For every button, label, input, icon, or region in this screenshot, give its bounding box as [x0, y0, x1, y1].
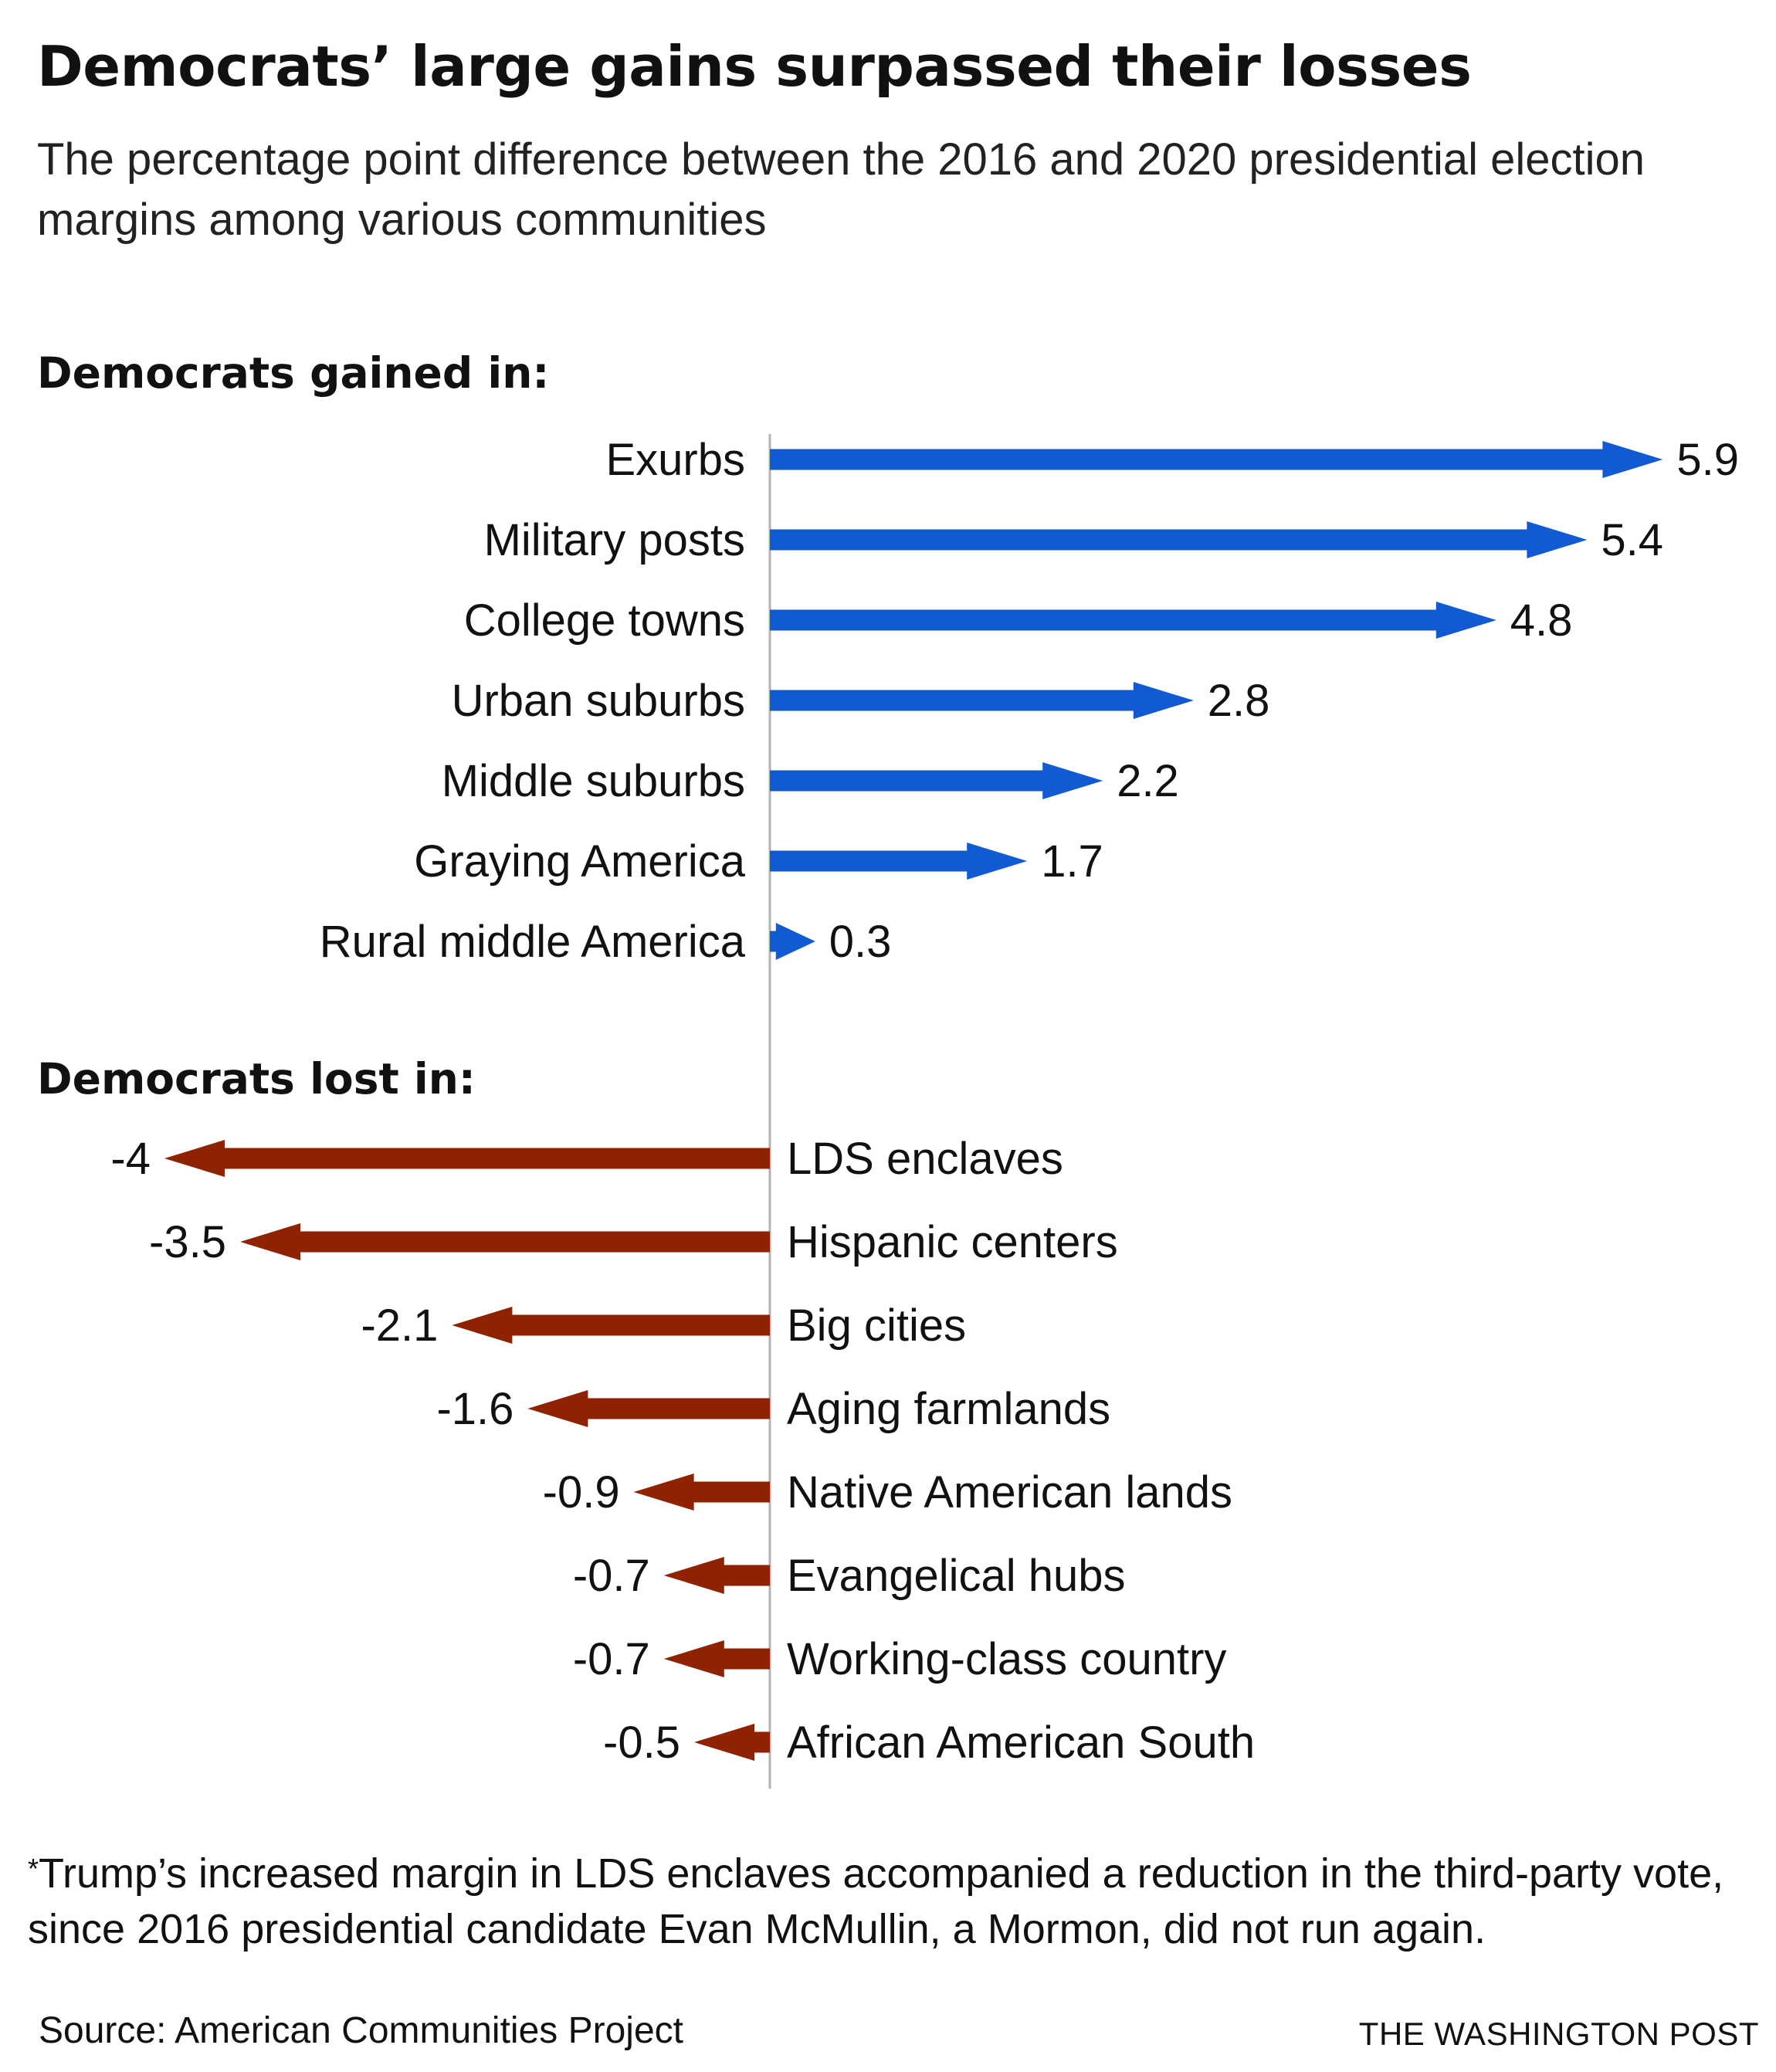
diverging-arrow-chart: Exurbs 5.9 Military posts 5.4 College towns 4…	[110, 434, 1739, 1789]
source-note: Source: American Communities Project	[39, 2010, 683, 2051]
loss-value-label-3: -1.6	[436, 1384, 513, 1434]
gain-category-label-1: Military posts	[484, 515, 745, 565]
gain-category-label-6: Rural middle America	[320, 917, 746, 967]
loss-arrow-0	[164, 1140, 770, 1177]
gain-arrow-2	[770, 602, 1496, 639]
loss-value-label-7: -0.5	[603, 1718, 680, 1768]
publisher-credit: THE WASHINGTON POST	[1358, 2016, 1759, 2052]
gain-arrow-6	[770, 923, 815, 960]
gain-category-label-0: Exurbs	[605, 435, 745, 485]
gain-arrow-1	[770, 521, 1588, 558]
gain-category-label-2: College towns	[464, 595, 745, 646]
section-heading-gained: Democrats gained in:	[37, 348, 550, 398]
loss-category-label-3: Aging farmlands	[787, 1384, 1110, 1434]
gain-category-label-4: Middle suburbs	[442, 756, 745, 806]
gain-arrow-4	[770, 762, 1103, 799]
loss-arrow-3	[527, 1390, 770, 1427]
loss-value-label-5: -0.7	[573, 1551, 650, 1601]
loss-value-label-4: -0.9	[543, 1467, 620, 1518]
gain-value-label-4: 2.2	[1117, 756, 1179, 806]
loss-value-label-0: -4	[110, 1134, 151, 1184]
gain-value-label-2: 4.8	[1510, 595, 1573, 646]
footnote: *Trump’s increased margin in LDS enclave…	[28, 1846, 1742, 1957]
chart-subtitle: The percentage point difference between …	[37, 134, 1646, 245]
loss-arrow-1	[240, 1223, 770, 1260]
loss-category-label-5: Evangelical hubs	[787, 1551, 1126, 1601]
gain-arrow-0	[770, 441, 1663, 478]
gain-arrow-3	[770, 682, 1194, 719]
gain-category-label-5: Graying America	[414, 836, 745, 887]
loss-value-label-1: -3.5	[149, 1217, 226, 1267]
chart-title: Democrats’ large gains surpassed their l…	[37, 34, 1472, 99]
gain-value-label-6: 0.3	[829, 917, 892, 967]
gain-arrow-5	[770, 843, 1028, 880]
footnote-marker: *	[28, 1853, 39, 1884]
gain-value-label-3: 2.8	[1208, 676, 1270, 726]
gain-value-label-0: 5.9	[1676, 435, 1739, 485]
loss-arrow-5	[663, 1557, 770, 1594]
loss-arrow-6	[663, 1640, 770, 1677]
gain-category-label-3: Urban suburbs	[452, 676, 745, 726]
section-heading-lost: Democrats lost in:	[37, 1054, 476, 1104]
footnote-text: Trump’s increased margin in LDS enclaves…	[28, 1850, 1724, 1952]
loss-arrow-2	[452, 1307, 770, 1344]
loss-value-label-6: -0.7	[573, 1634, 650, 1684]
gain-value-label-5: 1.7	[1041, 836, 1103, 887]
loss-arrow-7	[694, 1724, 770, 1761]
gain-value-label-1: 5.4	[1601, 515, 1663, 565]
loss-category-label-0: LDS enclaves	[787, 1134, 1063, 1184]
loss-category-label-1: Hispanic centers	[787, 1217, 1118, 1267]
loss-category-label-2: Big cities	[787, 1301, 966, 1351]
loss-category-label-6: Working-class country	[787, 1634, 1226, 1684]
loss-value-label-2: -2.1	[361, 1301, 438, 1351]
loss-category-label-4: Native American lands	[787, 1467, 1232, 1518]
loss-category-label-7: African American South	[787, 1718, 1255, 1768]
loss-arrow-4	[633, 1473, 770, 1511]
